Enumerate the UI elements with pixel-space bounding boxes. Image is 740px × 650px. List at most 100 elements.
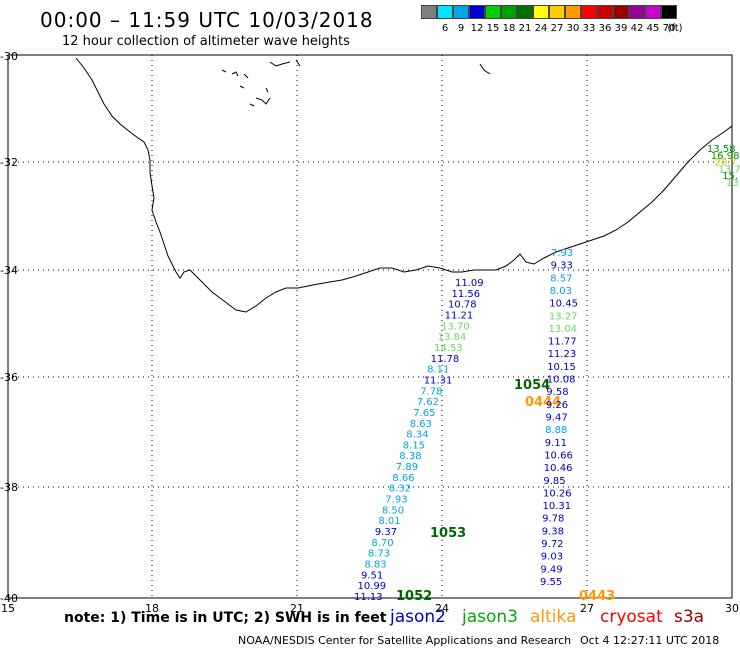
colorbar-swatch: [517, 5, 533, 19]
wave-height-reading: 8.01: [378, 516, 400, 527]
wave-height-reading: 20.7: [715, 158, 737, 169]
wave-height-reading: 9.38: [542, 526, 564, 537]
colorbar-swatch: [645, 5, 661, 19]
colorbar-label: 24: [534, 23, 548, 34]
wave-height-reading: 8.73: [368, 549, 390, 560]
colorbar-swatch: [597, 5, 613, 19]
colorbar-label: 30: [566, 23, 580, 34]
wave-height-reading: 10.66: [544, 451, 573, 462]
wave-height-reading: 10.99: [358, 581, 387, 592]
colorbar-swatch: [549, 5, 565, 19]
wave-height-reading: 11.56: [452, 289, 481, 300]
colorbar-label: 36: [598, 23, 612, 34]
map-subtitle: 12 hour collection of altimeter wave hei…: [62, 34, 350, 49]
legend-jason3: jason3: [462, 607, 518, 627]
wave-height-reading: 8.03: [550, 286, 572, 297]
colorbar-swatch: [437, 5, 453, 19]
lat-label: -40: [0, 592, 18, 605]
wave-height-reading: 11.31: [424, 375, 453, 386]
track-label: 1053: [430, 526, 466, 541]
wave-height-reading: 8.57: [550, 273, 572, 284]
wave-height-reading: 15.: [722, 171, 738, 182]
wave-height-reading: 13.27: [549, 311, 578, 322]
wave-height-reading: 11.77: [548, 337, 577, 348]
lat-label: -36: [0, 371, 18, 384]
wave-height-reading: 9.49: [540, 564, 562, 575]
wave-height-reading: 13.58: [707, 144, 736, 155]
wave-height-reading: 11.09: [455, 278, 484, 289]
legend-jason2: jason2: [390, 607, 446, 627]
wave-height-reading: 8.66: [392, 473, 414, 484]
lon-label: 21: [290, 602, 304, 615]
legend-s3a: s3a: [674, 607, 705, 627]
track-label: 1054: [514, 378, 550, 393]
colorbar-swatch: [629, 5, 645, 19]
map-frame: [7, 54, 733, 599]
wave-height-reading: 8.50: [382, 505, 404, 516]
wave-height-reading: 11.23: [548, 349, 577, 360]
wave-height-reading: 9.51: [361, 570, 383, 581]
colorbar-unit: (ft): [667, 23, 683, 34]
wave-height-reading: 7.62: [417, 397, 439, 408]
colorbar-label: 9: [457, 23, 465, 34]
wave-height-reading: 8.38: [399, 451, 421, 462]
lat-label: -34: [0, 264, 18, 277]
wave-height-reading: 8.15: [403, 440, 425, 451]
lon-labels: 15 18 21 24 27 30: [1, 602, 739, 615]
track-label: 1052: [396, 589, 432, 604]
wave-height-reading: 8.34: [406, 430, 428, 441]
wave-height-reading: 7.65: [413, 408, 435, 419]
colorbar-label: 33: [582, 23, 596, 34]
track-label: 0444: [525, 395, 561, 410]
wave-height-reading: 7.93: [551, 248, 573, 259]
wave-height-reading: 11.21: [445, 311, 474, 322]
wave-height-reading: 8.32: [389, 484, 411, 495]
wave-height-reading: 10.46: [544, 463, 573, 474]
colorbar-swatch: [453, 5, 469, 19]
wave-height-reading: 7.93: [385, 495, 407, 506]
wave-height-reading: 16.98: [711, 151, 740, 162]
wave-height-reading: 11.78: [431, 354, 460, 365]
colorbar-label: 15: [486, 23, 500, 34]
track-labels: 1054 0444 1053 1052 0443: [396, 378, 615, 604]
colorbar-swatch: [661, 5, 677, 19]
colorbar-swatch: [565, 5, 581, 19]
wave-height-reading: 9.26: [546, 400, 568, 411]
colorbar-label: 45: [646, 23, 660, 34]
colorbar-swatch: [533, 5, 549, 19]
colorbar-swatch: [581, 5, 597, 19]
wave-height-reading: 9.58: [546, 387, 568, 398]
wave-height-reading: 10.78: [448, 300, 477, 311]
coastline: [75, 57, 733, 313]
wave-height-reading: 9.85: [543, 476, 565, 487]
wave-height-reading: 10.08: [547, 375, 576, 386]
graticule: [8, 55, 732, 598]
coastline-islands: [221, 59, 491, 107]
wave-height-reading: 10.26: [543, 488, 572, 499]
colorbar-swatch: [421, 5, 437, 19]
lon-label: 15: [1, 602, 15, 615]
lat-labels: -30 -32 -34 -36 -38 -40: [0, 50, 18, 605]
colorbar-label: 18: [502, 23, 516, 34]
colorbar-label: 12: [470, 23, 484, 34]
colorbar-swatch: [501, 5, 517, 19]
wave-height-reading: 13.7: [718, 164, 740, 175]
wave-height-reading: 10.45: [549, 299, 578, 310]
track-label: 0443: [579, 589, 615, 604]
legend-altika: altika: [530, 607, 577, 627]
colorbar-label: 39: [614, 23, 628, 34]
wave-height-reading: 13.70: [441, 321, 470, 332]
lon-label: 30: [725, 602, 739, 615]
wave-height-reading: 8.70: [371, 538, 393, 549]
wave-height-reading: 9.72: [541, 539, 563, 550]
wave-height-reading: 9.47: [546, 413, 568, 424]
footer-timestamp: Oct 4 12:27:11 UTC 2018: [580, 634, 720, 647]
wave-height-reading: 9.33: [551, 261, 573, 272]
colorbar-label: 6: [441, 23, 449, 34]
wave-height-reading: 13.04: [549, 324, 578, 335]
wave-height-reading: 7.78: [420, 386, 442, 397]
lat-label: -30: [0, 50, 18, 63]
